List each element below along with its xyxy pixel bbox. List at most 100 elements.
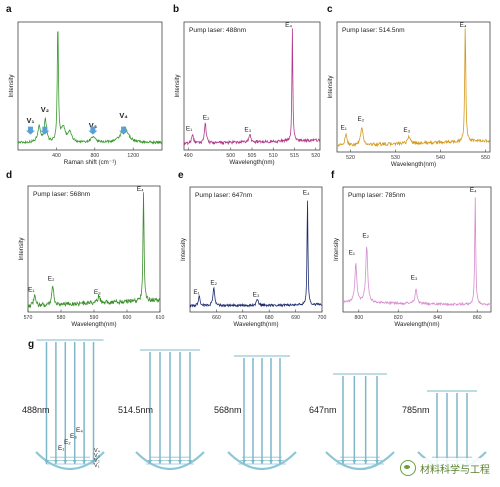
panel-label-b: b: [173, 4, 179, 15]
x-tick-label: 600: [123, 315, 132, 321]
peak-label: E₂: [210, 279, 217, 286]
panel-label-c: c: [327, 4, 333, 15]
beam-arrow-icon: [158, 460, 162, 464]
energy-level-label: E₃: [70, 433, 77, 440]
peak-label: E₁: [28, 286, 34, 293]
wavelength-label: 514.5nm: [118, 405, 153, 415]
x-tick-label: 490: [184, 153, 193, 159]
beam-arrow-icon: [168, 460, 172, 464]
x-tick-label: 840: [433, 315, 442, 321]
excitation-unit: 568nm: [214, 355, 297, 471]
x-tick-label: 1200: [127, 153, 139, 159]
wavelength-label: 647nm: [309, 405, 337, 415]
potential-well: [325, 451, 395, 471]
panel-b: b 490 500 505 510 515 520 Wavelength(nm) Intensi…: [173, 4, 321, 166]
beam-arrow-icon: [72, 460, 77, 464]
peak-label: V₃: [89, 121, 97, 130]
panel-e: e 660 670 680 690 700 Wavelength(nm) Intensity P…: [178, 170, 326, 328]
wavelength-label: 785nm: [402, 405, 430, 415]
peak-label: E₂: [362, 233, 369, 240]
down-arrow-icon: [40, 126, 50, 135]
plot-frame-d: [27, 185, 161, 313]
peak-label: E₃: [403, 127, 410, 134]
x-tick-label: 550: [481, 155, 490, 161]
y-axis-label-c: Intensity: [327, 75, 334, 99]
peak-label: E₂: [357, 116, 364, 123]
beam-arrow-icon: [278, 460, 282, 464]
beam-arrow-icon: [91, 460, 96, 464]
y-axis-label-e: Intensity: [180, 237, 187, 261]
x-tick-label: 670: [238, 315, 247, 321]
peak-label: E₃: [244, 127, 251, 134]
pump-laser-label-e: Pump laser: 647nm: [195, 192, 253, 199]
panel-label-g: g: [28, 339, 34, 350]
x-tick-label: 800: [90, 153, 99, 159]
spectrum-line-f: [342, 197, 492, 307]
x-tick-label: 660: [212, 315, 221, 321]
pump-laser-label-b: Pump laser: 488nm: [189, 27, 247, 34]
y-axis-label-f: Intensity: [333, 237, 340, 261]
x-tick-label: 500: [226, 153, 235, 159]
y-axis-label-d: Intensity: [18, 237, 25, 261]
peak-label: E₄: [460, 22, 467, 29]
beam-arrow-icon: [148, 460, 152, 464]
peak-label: E₄: [303, 189, 310, 196]
beam-arrow-icon: [188, 460, 192, 464]
panel-a: a 400 800 1200 Raman shift (cm⁻¹) Intensity V₁…: [6, 4, 163, 166]
y-axis-label-a: Intensity: [8, 74, 15, 98]
x-axis-label-e: Wavelength(nm): [233, 321, 278, 328]
energy-level-label: E₄: [76, 427, 83, 434]
pump-laser-label-f: Pump laser: 785nm: [348, 192, 406, 199]
plot-frame-c: [336, 21, 491, 153]
x-tick-label: 610: [156, 315, 165, 321]
plot-frame-a: [17, 21, 163, 151]
x-tick-label: 540: [436, 155, 445, 161]
beam-arrow-icon: [375, 460, 379, 464]
x-tick-label: 680: [265, 315, 274, 321]
vibration-mode-label: V₂: [94, 458, 100, 464]
spectrum-line-a: [17, 31, 163, 145]
x-tick-label: 570: [24, 315, 33, 321]
panel-d: d 570 580 590 600 610 Wavelength(nm) Intensity P…: [6, 170, 164, 328]
wavelength-label: 568nm: [214, 405, 242, 415]
x-tick-label: 690: [291, 315, 300, 321]
peak-label: V₄: [119, 111, 128, 120]
x-tick-label: 505: [248, 153, 257, 159]
x-tick-label: 700: [318, 315, 327, 321]
beam-arrow-icon: [44, 460, 49, 464]
down-arrow-icon: [88, 126, 98, 135]
potential-well: [35, 451, 105, 471]
spectrum-line-c: [336, 28, 491, 148]
peak-label: E₃: [94, 289, 101, 296]
x-tick-label: 520: [311, 153, 320, 159]
peak-label: E₂: [48, 276, 55, 283]
x-axis-label-a: Raman shift (cm⁻¹): [64, 159, 116, 166]
peak-label: E₄: [285, 22, 292, 29]
x-tick-label: 580: [57, 315, 66, 321]
beam-arrow-icon: [53, 460, 58, 464]
beam-arrow-icon: [269, 460, 273, 464]
peak-label: E₁: [193, 289, 199, 296]
spectrum-line-e: [189, 200, 323, 308]
potential-well: [135, 451, 205, 471]
beam-arrow-icon: [251, 460, 255, 464]
x-axis-label-d: Wavelength(nm): [71, 321, 116, 328]
panel-f: f 800 820 840 860 Wavelength(nm) Intensity Pump…: [331, 170, 492, 328]
x-axis-label-b: Wavelength(nm): [229, 159, 274, 166]
beam-arrow-icon: [260, 460, 264, 464]
x-tick-label: 820: [394, 315, 403, 321]
plot-frame-b: [183, 21, 321, 151]
pump-laser-label-d: Pump laser: 568nm: [33, 191, 91, 198]
watermark: 材料科学与工程: [396, 458, 494, 478]
x-tick-label: 530: [391, 155, 400, 161]
x-axis-label-f: Wavelength(nm): [394, 321, 439, 328]
beam-arrow-icon: [82, 460, 87, 464]
peak-label: E₄: [470, 187, 477, 194]
beam-arrow-icon: [63, 460, 68, 464]
panel-label-a: a: [6, 4, 12, 15]
spectrum-line-b: [183, 28, 321, 146]
panel-label-d: d: [6, 170, 12, 181]
peak-label: E₁: [186, 125, 192, 132]
